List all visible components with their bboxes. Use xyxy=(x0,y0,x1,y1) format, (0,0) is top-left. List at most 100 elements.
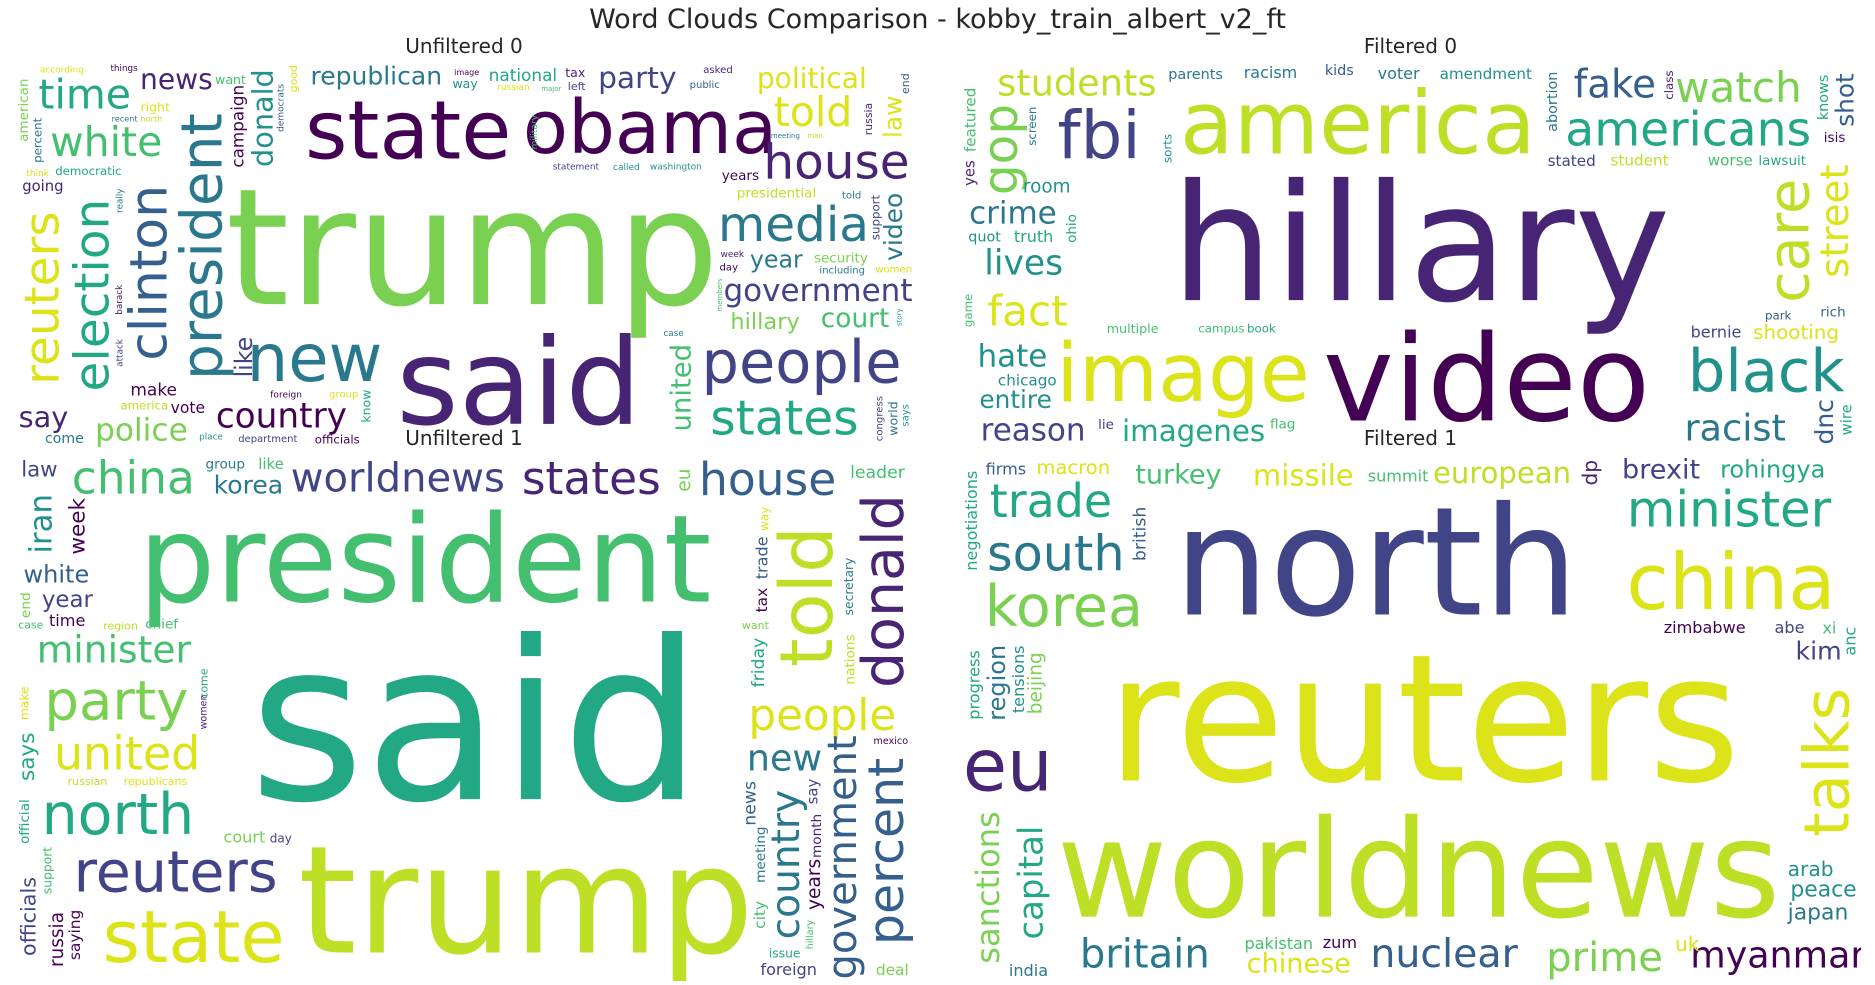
word-group: group xyxy=(329,390,358,401)
word-clinton: clinton xyxy=(119,185,179,361)
word-way: way xyxy=(452,76,478,91)
word-room: room xyxy=(1023,177,1071,198)
word-right: right xyxy=(141,100,170,115)
word-class: class xyxy=(1662,70,1676,99)
word-make: make xyxy=(17,686,31,720)
word-friday: friday xyxy=(749,638,769,688)
word-prime: prime xyxy=(1546,935,1663,981)
word-day: day xyxy=(270,832,292,846)
word-year: year xyxy=(750,246,803,274)
word-lives: lives xyxy=(984,244,1063,284)
word-republican: republican xyxy=(311,62,443,91)
word-percent: percent xyxy=(858,758,914,945)
word-trade: trade xyxy=(753,536,772,579)
word-officials: officials xyxy=(17,877,41,956)
word-bernie: bernie xyxy=(1691,322,1742,341)
word-said: said xyxy=(249,595,702,852)
figure-title: Word Clouds Comparison - kobby_train_alb… xyxy=(589,4,1286,35)
word-day: day xyxy=(720,263,739,274)
word-kim: kim xyxy=(1796,637,1842,666)
word-major: major xyxy=(541,85,561,93)
word-chicago: chicago xyxy=(998,372,1057,390)
word-sanctions: sanctions xyxy=(969,811,1007,964)
word-like: like xyxy=(258,455,284,473)
word-support: support xyxy=(869,194,883,240)
word-congress: congress xyxy=(875,396,886,441)
word-rich: rich xyxy=(1820,304,1845,320)
word-white: white xyxy=(50,118,162,166)
word-ohio: ohio xyxy=(1064,214,1080,243)
word-government: government xyxy=(820,735,866,979)
word-yes: yes xyxy=(961,160,978,186)
word-know: know xyxy=(359,390,374,423)
word-india: india xyxy=(1009,961,1048,980)
word-come: come xyxy=(197,668,210,698)
word-said: said xyxy=(396,314,641,448)
word-fbi: fbi xyxy=(1058,98,1141,174)
word-watch: watch xyxy=(1675,63,1802,112)
word-russia: russia xyxy=(862,103,875,135)
wordcloud-area: trump said president state obama people new cli… xyxy=(14,62,914,448)
word-united: united xyxy=(54,727,200,781)
word-world: world xyxy=(886,401,901,435)
word-according: according xyxy=(40,66,84,76)
word-going: going xyxy=(22,178,63,195)
word-obama: obama xyxy=(523,85,777,171)
word-shooting: shooting xyxy=(1753,321,1839,344)
word-students: students xyxy=(997,62,1156,105)
word-foreign: foreign xyxy=(760,960,817,979)
panel-title: Unfiltered 1 xyxy=(405,426,523,450)
word-says: says xyxy=(15,733,40,782)
word-democratic: democratic xyxy=(55,164,121,178)
word-missile: missile xyxy=(1253,459,1354,493)
word-wire: wire xyxy=(1839,404,1856,435)
word-statement: statement xyxy=(553,162,600,172)
word-voter: voter xyxy=(1378,64,1420,83)
word-years: years xyxy=(722,168,759,184)
word-year: year xyxy=(42,587,94,613)
word-america: america xyxy=(1180,73,1536,175)
word-month: month xyxy=(809,814,825,858)
word-fact: fact xyxy=(987,286,1067,335)
word-summit: summit xyxy=(1368,467,1429,486)
word-uk: uk xyxy=(1675,932,1700,956)
word-progress: progress xyxy=(965,650,984,719)
word-state: state xyxy=(305,83,511,178)
word-hillary: hillary xyxy=(730,309,799,335)
word-reuters: reuters xyxy=(1107,617,1741,823)
word-trump: trump xyxy=(226,155,720,343)
word-european: european xyxy=(1433,456,1571,490)
word-states: states xyxy=(522,454,661,505)
word-firms: firms xyxy=(986,460,1027,479)
word-shot: shot xyxy=(1831,73,1860,127)
word-hillary: hillary xyxy=(1171,151,1671,339)
word-brexit: brexit xyxy=(1622,455,1700,486)
word-national: national xyxy=(489,65,557,85)
word-care: care xyxy=(1756,179,1823,303)
word-support: support xyxy=(41,847,55,894)
word-stated: stated xyxy=(1548,152,1596,170)
word-percent: percent xyxy=(31,117,45,163)
word-multiple: multiple xyxy=(1107,321,1159,336)
word-way: way xyxy=(758,507,772,531)
word-kids: kids xyxy=(1325,63,1354,79)
word-video: video xyxy=(1323,310,1650,448)
word-racist: racist xyxy=(1684,407,1785,448)
word-russian: russian xyxy=(497,83,530,93)
word-korea: korea xyxy=(985,574,1143,640)
word-entire: entire xyxy=(979,385,1052,414)
word-called: called xyxy=(613,163,640,173)
word-end: end xyxy=(899,73,912,94)
word-donald: donald xyxy=(245,69,279,167)
word-barack: barack xyxy=(115,284,125,315)
word-campus: campus xyxy=(1198,321,1244,335)
word-north: north xyxy=(1174,475,1579,651)
word-reason: reason xyxy=(981,412,1086,448)
word-military: military xyxy=(530,114,540,149)
word-public: public xyxy=(690,80,720,91)
word-election: election xyxy=(65,199,121,392)
word-tax: tax xyxy=(753,588,771,613)
word-security: security xyxy=(814,250,868,266)
word-think: think xyxy=(26,169,49,179)
